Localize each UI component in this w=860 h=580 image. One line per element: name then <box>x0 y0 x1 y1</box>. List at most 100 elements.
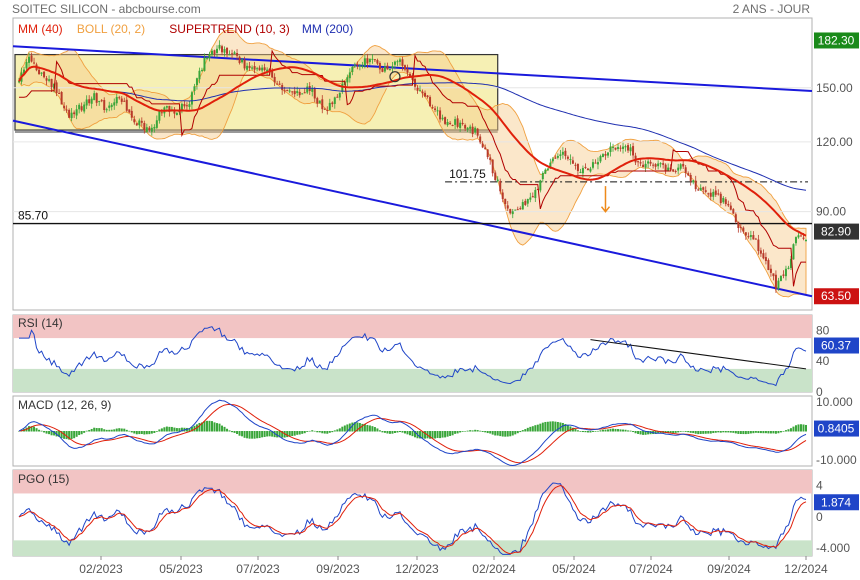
macd-histogram-bar <box>371 426 374 432</box>
x-tick-label-3: 09/2023 <box>316 562 360 576</box>
macd-histogram-bar <box>138 431 141 435</box>
macd-histogram-bar <box>226 428 229 432</box>
candle-body <box>193 86 196 91</box>
candle-body <box>366 58 369 64</box>
macd-histogram-bar <box>298 431 301 435</box>
candle-body <box>158 111 161 121</box>
candle-body <box>451 124 454 126</box>
candle-body <box>388 69 391 71</box>
candle-body <box>617 147 620 149</box>
signal-arrow <box>600 186 611 213</box>
macd-histogram-bar <box>398 431 401 433</box>
candle-body <box>541 173 544 180</box>
macd-histogram-bar <box>672 431 675 433</box>
macd-histogram-bar <box>341 426 344 432</box>
macd-badge-box <box>814 420 859 437</box>
candle-body <box>120 98 123 102</box>
candle-body <box>709 192 712 197</box>
macd-histogram-bar <box>63 431 66 439</box>
candle-body <box>516 209 519 211</box>
macd-histogram-bar <box>351 422 354 432</box>
macd-histogram-bar <box>609 428 612 432</box>
candle-body <box>23 69 26 74</box>
macd-histogram-bar <box>551 421 554 432</box>
macd-histogram-bar <box>516 431 519 434</box>
rsi-badge: 60.37 <box>821 339 851 353</box>
candle-body <box>692 180 695 183</box>
macd-histogram-bar <box>594 431 597 432</box>
candle-body <box>702 187 705 190</box>
macd-histogram-bar <box>85 430 88 432</box>
macd-histogram-bar <box>459 431 462 433</box>
candle-body <box>376 60 379 64</box>
macd-histogram-bar <box>439 431 442 439</box>
candle-body <box>33 62 36 64</box>
x-tick-label-2: 07/2023 <box>236 562 280 576</box>
macd-histogram-bar <box>707 431 710 434</box>
candle-body <box>436 110 439 112</box>
macd-histogram-bar <box>759 431 762 434</box>
candle-body <box>419 90 422 92</box>
price-tick-label-2: 90.00 <box>816 205 846 219</box>
macd-histogram-bar <box>737 431 740 434</box>
macd-histogram-bar <box>564 424 567 432</box>
macd-histogram-bar <box>203 421 206 432</box>
level-101-label: 101.75 <box>449 167 486 181</box>
macd-histogram-bar <box>627 430 630 432</box>
candle-body <box>777 280 780 289</box>
candle-body <box>684 167 687 173</box>
macd-histogram-bar <box>328 431 331 433</box>
macd-histogram-bar <box>724 431 727 433</box>
macd-histogram-bar <box>531 426 534 432</box>
candle-body <box>792 244 795 260</box>
candle-body <box>283 90 286 92</box>
candle-body <box>353 65 356 67</box>
macd-histogram-bar <box>18 431 20 432</box>
macd-histogram-bar <box>278 431 281 438</box>
candle-body <box>642 164 645 168</box>
macd-histogram-bar <box>216 423 219 432</box>
macd-histogram-bar <box>752 431 755 434</box>
candle-body <box>301 93 304 95</box>
macd-histogram-bar <box>261 431 264 438</box>
macd-histogram-bar <box>456 431 459 434</box>
macd-histogram-bar <box>732 431 735 433</box>
candle-body <box>509 209 512 214</box>
level-85-label: 85.70 <box>18 209 48 223</box>
candle-body <box>371 58 374 60</box>
candle-body <box>747 236 750 238</box>
candle-body <box>200 69 203 71</box>
candle-body <box>356 64 359 66</box>
candle-body <box>276 83 279 85</box>
macd-histogram-bar <box>140 431 143 434</box>
macd-histogram-bar <box>60 431 63 439</box>
candle-body <box>28 56 31 63</box>
macd-histogram-bar <box>774 431 777 434</box>
candle-body <box>687 173 690 176</box>
macd-histogram-bar <box>316 431 319 433</box>
candle-body <box>226 47 229 54</box>
candle-body <box>749 235 752 237</box>
rsi-line <box>19 326 807 387</box>
macd-histogram-bar <box>331 431 334 433</box>
macd-histogram-bar <box>143 431 146 435</box>
candle-body <box>767 260 770 271</box>
rsi-overbought-zone <box>13 315 812 339</box>
macd-histogram-bar <box>612 428 615 432</box>
candle-body <box>88 99 91 104</box>
macd-histogram-bar <box>779 431 782 433</box>
macd-histogram-bar <box>511 431 514 436</box>
candle-body <box>291 91 294 93</box>
candle-body <box>85 99 88 106</box>
x-tick-label-0: 02/2023 <box>79 562 123 576</box>
macd-histogram-bar <box>464 431 467 432</box>
macd-histogram-bar <box>296 431 299 435</box>
macd-histogram-bar <box>569 426 572 432</box>
macd-histogram-bar <box>604 429 607 432</box>
candle-body <box>504 198 507 205</box>
macd-histogram-bar <box>65 431 68 440</box>
candle-body <box>246 65 249 70</box>
macd-histogram-bar <box>326 431 329 434</box>
macd-histogram-bar <box>256 431 259 439</box>
